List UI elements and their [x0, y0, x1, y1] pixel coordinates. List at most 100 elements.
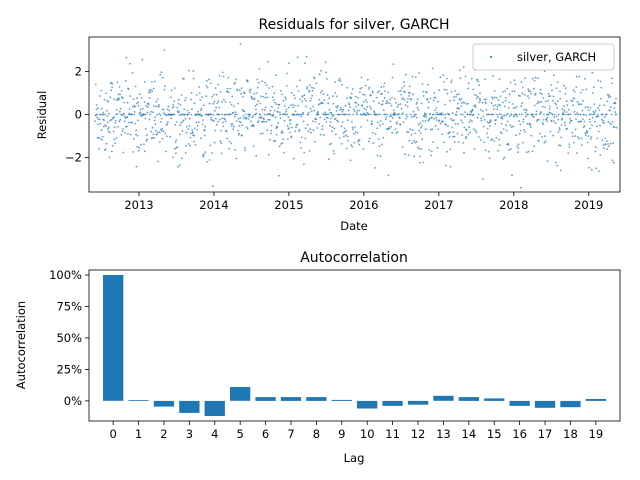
residual-point — [419, 155, 421, 158]
residual-point — [459, 99, 461, 102]
residual-point — [180, 94, 183, 96]
residual-point — [611, 77, 614, 80]
residual-point — [456, 102, 459, 105]
residual-point — [94, 120, 97, 123]
residual-point — [459, 113, 462, 116]
residual-point — [243, 92, 246, 95]
residual-point — [603, 122, 606, 124]
residual-point — [123, 101, 126, 104]
residual-point — [232, 105, 235, 108]
residual-point — [593, 112, 596, 114]
y-tick-label: 100% — [49, 268, 82, 282]
residual-point — [319, 102, 321, 105]
residual-point — [286, 72, 288, 75]
residual-point — [589, 106, 592, 109]
residual-point — [114, 142, 116, 145]
residual-point — [275, 133, 278, 136]
residual-point — [397, 90, 400, 93]
residual-point — [263, 108, 266, 111]
residual-point — [98, 118, 101, 121]
residual-point — [101, 139, 103, 141]
residual-point — [496, 116, 499, 118]
residual-point — [306, 123, 309, 126]
residual-point — [469, 131, 472, 134]
residuals-y-ticks: −202 — [65, 64, 89, 165]
residual-point — [228, 140, 231, 143]
residual-point — [115, 108, 118, 111]
residual-point — [587, 109, 590, 112]
residual-point — [296, 56, 299, 59]
residual-point — [153, 80, 156, 83]
residual-point — [529, 124, 532, 126]
residual-point — [482, 178, 484, 181]
legend-marker — [490, 56, 492, 58]
residual-point — [381, 123, 384, 125]
residual-point — [338, 137, 341, 140]
residual-point — [357, 96, 359, 99]
residual-point — [138, 146, 141, 149]
residual-point — [313, 77, 316, 80]
residual-point — [443, 123, 446, 126]
residual-point — [377, 138, 380, 140]
residual-point — [440, 112, 443, 114]
residual-point — [400, 93, 402, 96]
residual-point — [551, 113, 554, 116]
residual-point — [395, 121, 398, 124]
autocorrelation-bar — [509, 400, 530, 406]
residual-point — [119, 107, 122, 110]
residual-point — [595, 167, 598, 170]
residual-point — [274, 101, 276, 104]
residual-point — [480, 119, 483, 122]
residual-point — [328, 143, 331, 146]
residual-point — [589, 127, 591, 130]
residual-point — [608, 145, 610, 148]
residual-point — [326, 78, 328, 80]
residual-point — [173, 87, 176, 89]
autocorrelation-x-ticks: 0 1 2 3 4 5 6 7 8 9 10 11 12 13 14 15 16 17 18 19 — [109, 421, 603, 441]
residual-point — [203, 153, 205, 156]
residual-point — [555, 161, 557, 164]
residual-point — [552, 95, 555, 98]
residual-point — [559, 90, 561, 93]
residual-point — [351, 126, 354, 129]
residual-point — [485, 98, 488, 101]
residual-point — [325, 121, 328, 123]
residual-point — [255, 108, 257, 111]
residual-point — [229, 87, 232, 90]
residual-point — [496, 108, 499, 111]
residual-point — [612, 161, 615, 164]
residual-point — [472, 128, 475, 131]
residual-point — [470, 111, 473, 114]
residual-point — [502, 127, 505, 130]
residual-point — [591, 116, 594, 119]
residual-point — [224, 120, 227, 123]
residual-point — [464, 75, 467, 78]
residual-point — [532, 116, 535, 118]
residual-point — [448, 136, 451, 138]
residual-point — [483, 141, 485, 144]
residual-point — [392, 63, 395, 65]
residual-point — [560, 136, 563, 139]
residual-point — [539, 92, 542, 94]
residual-point — [458, 69, 461, 71]
residual-point — [565, 111, 568, 113]
residual-point — [173, 100, 176, 102]
residual-point — [104, 113, 107, 116]
residual-point — [122, 151, 125, 154]
residual-point — [304, 137, 307, 140]
residual-point — [354, 126, 356, 128]
residual-point — [421, 138, 424, 141]
residual-point — [522, 141, 524, 144]
residual-point — [299, 98, 301, 101]
residual-point — [113, 138, 116, 141]
residual-point — [365, 114, 368, 117]
residual-point — [487, 150, 490, 153]
residual-point — [508, 149, 510, 151]
residual-point — [265, 84, 268, 87]
residual-point — [177, 98, 180, 101]
residual-point — [268, 138, 271, 141]
residual-point — [379, 155, 382, 158]
residual-point — [193, 134, 196, 137]
residual-point — [106, 99, 108, 102]
residual-point — [499, 104, 501, 107]
